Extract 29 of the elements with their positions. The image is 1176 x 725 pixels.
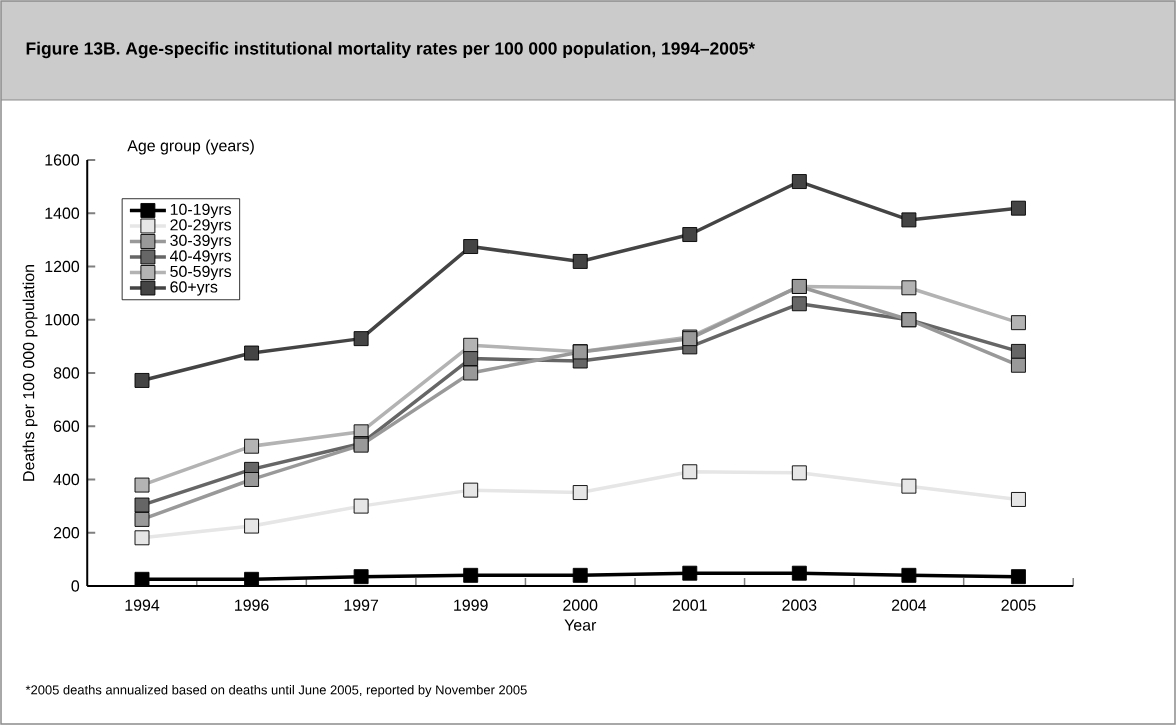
x-tick-label: 1994 (125, 599, 160, 611)
legend-label: 10-19yrs (170, 203, 232, 219)
x-tick-label: 1997 (344, 599, 379, 611)
y-tick-label: 400 (53, 473, 80, 486)
y-tick-label: 600 (53, 420, 80, 432)
y-tick-label: 1000 (45, 314, 80, 326)
y-tick-label: 1400 (45, 207, 80, 219)
chart-title: Figure 13B. Age-specific institutional mortality rates per 100 000 population, 1994–2005* (26, 41, 756, 59)
y-axis-title: Deaths per 100 000 population (22, 265, 38, 481)
legend-label: 50-59yrs (170, 265, 232, 281)
x-axis-title: Year (564, 619, 597, 631)
x-tick-label: 2001 (672, 599, 707, 611)
legend-label: 30-39yrs (170, 234, 232, 250)
y-tick-label: 1200 (45, 260, 80, 273)
x-tick-label: 2005 (1001, 599, 1036, 611)
y-tick-label: 1600 (45, 154, 80, 166)
x-tick-label: 1999 (454, 599, 488, 611)
x-tick-label: 2003 (782, 599, 817, 611)
y-tick-label: 200 (53, 527, 80, 539)
x-tick-label: 2004 (891, 599, 927, 611)
legend-label: 40-49yrs (170, 250, 232, 265)
y-tick-label: 0 (71, 580, 80, 592)
x-tick-label: 2000 (563, 599, 598, 611)
legend-label: 20-29yrs (170, 219, 232, 234)
y-tick-label: 800 (53, 367, 80, 379)
legend-title: Age group (years) (127, 139, 254, 155)
text: *2005 deaths annualized based on deaths until June 2005, reported by November 2005 (25, 684, 527, 698)
legend-label: 60+yrs (170, 281, 218, 296)
x-tick-label: 1996 (235, 599, 269, 611)
